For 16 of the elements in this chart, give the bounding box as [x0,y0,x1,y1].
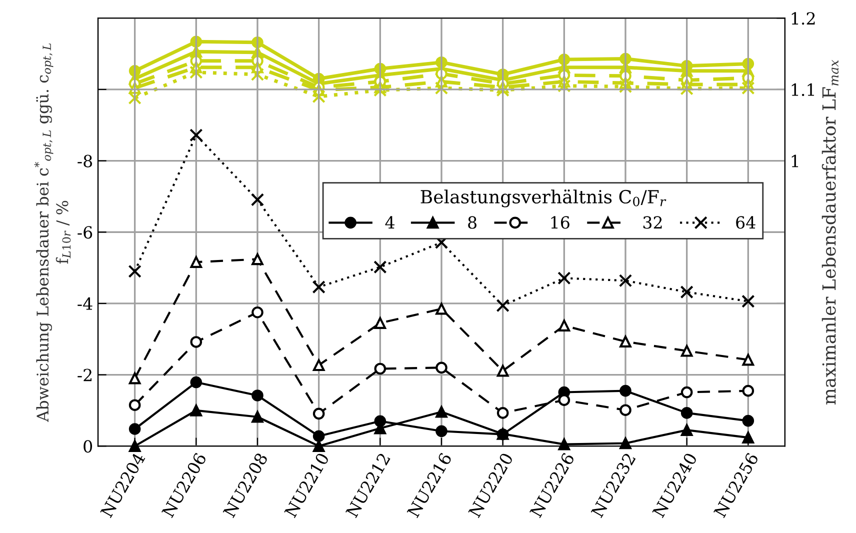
y2-tick-label: 1 [792,154,798,168]
legend-title: Belastungsverhältnis C$_{0}$/F$_{r}$ [420,189,666,208]
y-tick-label: -6 [78,226,92,239]
y2-tick-label: 1.2 [792,12,815,25]
legend-label: 64 [736,216,756,229]
y-tick-label: -2 [78,368,92,382]
y-tick-label: -4 [78,297,92,310]
legend-label: 32 [643,216,662,229]
text: Abweichung Lebensdauer bei c$^{*}$$_{opt,L}$ ggü. c$_{opt,L}$ f$_{L10r}$ / % [34,43,71,422]
y2-tick-label: 1.1 [792,83,814,96]
y-tick-label: -8 [78,154,92,168]
y2-axis-title: maximanler Lebensdauerfaktor LF$_{max}$ [822,60,839,405]
legend-label: 8 [468,216,476,229]
y-tick-label: 0 [84,440,92,453]
legend-label: 16 [551,216,570,229]
legend-label: 4 [385,216,394,229]
